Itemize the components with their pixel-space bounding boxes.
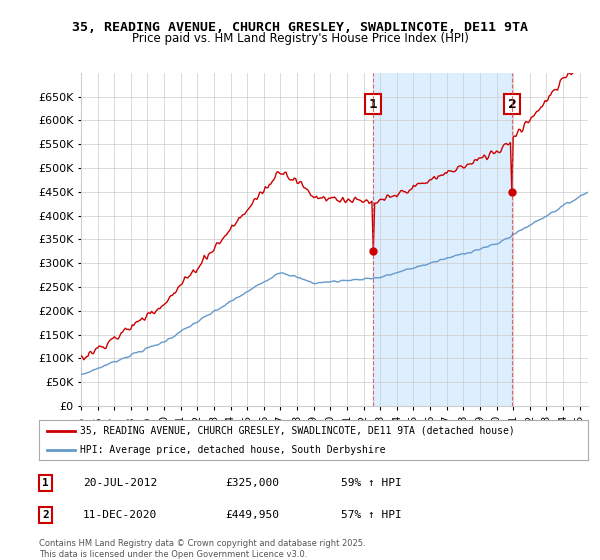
Text: 2: 2 [508, 98, 517, 111]
Text: 35, READING AVENUE, CHURCH GRESLEY, SWADLINCOTE, DE11 9TA (detached house): 35, READING AVENUE, CHURCH GRESLEY, SWAD… [80, 426, 515, 436]
Text: 1: 1 [42, 478, 49, 488]
Text: Contains HM Land Registry data © Crown copyright and database right 2025.
This d: Contains HM Land Registry data © Crown c… [39, 539, 365, 559]
Text: 20-JUL-2012: 20-JUL-2012 [83, 478, 157, 488]
Text: Price paid vs. HM Land Registry's House Price Index (HPI): Price paid vs. HM Land Registry's House … [131, 32, 469, 45]
Text: 1: 1 [368, 98, 377, 111]
Text: HPI: Average price, detached house, South Derbyshire: HPI: Average price, detached house, Sout… [80, 445, 386, 455]
Text: 2: 2 [42, 510, 49, 520]
Text: £325,000: £325,000 [226, 478, 280, 488]
Text: 35, READING AVENUE, CHURCH GRESLEY, SWADLINCOTE, DE11 9TA: 35, READING AVENUE, CHURCH GRESLEY, SWAD… [72, 21, 528, 34]
Text: 59% ↑ HPI: 59% ↑ HPI [341, 478, 402, 488]
Bar [373, 73, 512, 406]
Text: £449,950: £449,950 [226, 510, 280, 520]
Text: 11-DEC-2020: 11-DEC-2020 [83, 510, 157, 520]
Text: 57% ↑ HPI: 57% ↑ HPI [341, 510, 402, 520]
